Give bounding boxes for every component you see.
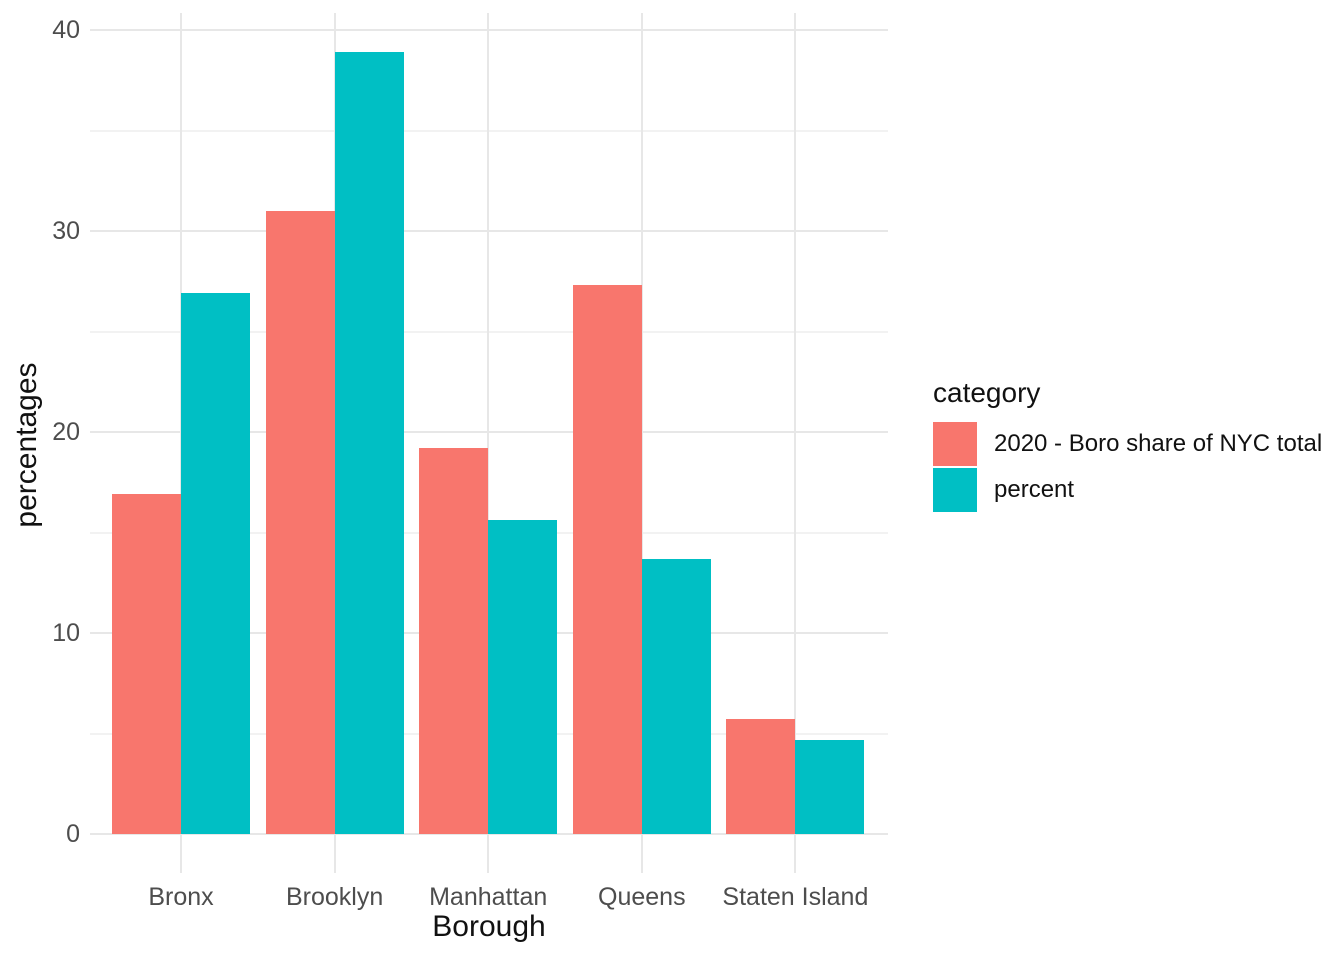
bar-queens-percent [641,558,711,834]
x-tick-label-bronx: Bronx [148,883,214,911]
x-tick-label-brooklyn: Brooklyn [285,883,384,911]
legend-item-2020: 2020 - Boro share of NYC total [933,422,1322,466]
y-tick-label: 0 [66,820,80,848]
bar-brooklyn-2020 [265,210,335,834]
y-axis-title: percentages [10,362,43,528]
bar-bronx-percent [181,293,250,834]
bar-bronx-2020 [112,494,181,834]
legend-label: percent [994,476,1075,503]
bar-brooklyn-percent [334,52,404,834]
legend-key-swatch [933,422,977,466]
gridline-vertical-manhattan [487,13,490,873]
x-axis-title: Borough [432,910,546,943]
bar-queens-2020 [572,285,642,834]
legend-label: 2020 - Boro share of NYC total [994,430,1323,457]
bar-manhattan-percent [488,520,558,834]
legend: category 2020 - Boro share of NYC total p… [933,377,1322,514]
x-tick-label-manhattan: Manhattan [429,883,548,911]
legend-title: category [933,377,1041,408]
y-tick-label: 40 [52,16,80,44]
x-tick-label-queens: Queens [598,883,686,911]
legend-key-swatch [933,468,977,512]
bar-manhattan-2020 [419,448,489,834]
legend-items: 2020 - Boro share of NYC total percent [933,422,1322,512]
x-tick-label-staten-island: Staten Island [722,883,869,911]
bar-staten-island-2020 [726,719,796,834]
y-tick-label: 30 [52,217,80,245]
y-tick-label: 10 [52,619,80,647]
bar-staten-island-percent [795,739,865,834]
legend-item-percent: percent [933,468,1322,512]
gridline-vertical-staten-island [794,13,797,873]
plot-panel [90,13,888,873]
gridline-vertical-queens [640,13,643,873]
